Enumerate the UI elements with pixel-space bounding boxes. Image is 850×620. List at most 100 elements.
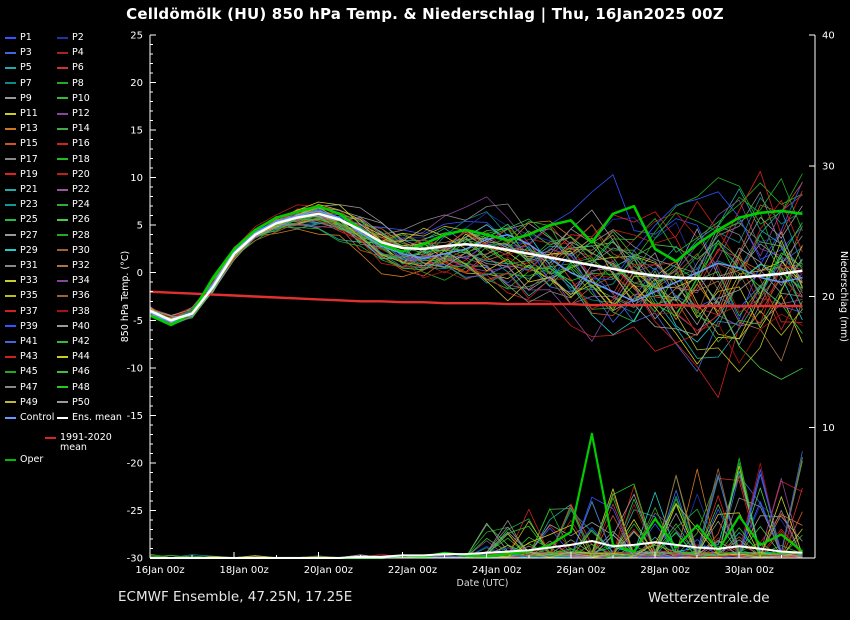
- legend-item-p8: P8: [57, 78, 84, 89]
- legend-item-p35: P35: [5, 291, 38, 301]
- legend-item-p21: P21: [5, 185, 38, 195]
- legend-item-p4-label: P4: [72, 47, 84, 59]
- legend-item-p9: P9: [5, 93, 32, 104]
- svg-text:-15: -15: [127, 411, 143, 422]
- svg-text:Date (UTC): Date (UTC): [457, 578, 509, 589]
- legend-item-p33-label: P33: [20, 275, 38, 287]
- legend-item-p41-dash: [5, 340, 16, 343]
- legend-item-p1: P1: [5, 33, 32, 43]
- svg-text:-10: -10: [127, 363, 143, 374]
- legend-item-p48-dash: [57, 386, 68, 389]
- legend-item-p45: P45: [5, 367, 38, 377]
- legend-item-p15-dash: [5, 142, 16, 145]
- climate-mean-line: [150, 290, 803, 308]
- legend-item-p22-label: P22: [72, 184, 90, 195]
- legend-item-p38-dash: [57, 310, 68, 313]
- axes: 25 20 15 10 5 0 -5 -10 -15 -20 -25 -30 40 30 20 10 16Jan…: [120, 31, 849, 590]
- legend-item-p10: P10: [57, 93, 90, 104]
- legend-item-p20-label: P20: [72, 168, 90, 180]
- legend-item-p17-label: P17: [20, 153, 38, 165]
- legend-item-p46-label: P46: [72, 366, 90, 378]
- legend-item-p40-dash: [57, 325, 68, 328]
- legend-item-p14-label: P14: [72, 123, 90, 135]
- legend-item-p19: P19: [5, 169, 38, 180]
- legend-item-p5-dash: [5, 66, 16, 69]
- legend-item-p30-dash: [57, 249, 68, 252]
- footer-brand: Wetterzentrale.de: [648, 590, 770, 606]
- series-layer: [150, 171, 804, 559]
- legend-item-p36-dash: [57, 294, 68, 297]
- legend-item-p17-dash: [5, 158, 16, 161]
- legend-item-p20-dash: [57, 173, 68, 176]
- legend-item-p49-dash: [5, 401, 16, 404]
- legend-item-p1-dash: [5, 36, 16, 39]
- legend-item-p18-label: P18: [72, 153, 90, 165]
- svg-text:20: 20: [822, 292, 835, 303]
- legend-item-p11: P11: [5, 109, 38, 119]
- legend-item-p15-label: P15: [20, 138, 38, 150]
- legend-item-p18-dash: [57, 158, 68, 161]
- legend-item-p11-dash: [5, 112, 16, 115]
- legend-item-p14-dash: [57, 127, 68, 130]
- legend-item-p13: P13: [5, 124, 38, 134]
- member-p42: [150, 207, 803, 558]
- legend-item-p10-dash: [57, 97, 68, 100]
- legend-item-p25-label: P25: [20, 214, 38, 226]
- legend-item-p37: P37: [5, 306, 38, 317]
- legend-item-p40: P40: [57, 321, 90, 332]
- svg-text:20: 20: [130, 78, 143, 89]
- legend-item-p42-dash: [57, 340, 68, 343]
- svg-text:-5: -5: [133, 316, 143, 327]
- svg-text:24Jan 00z: 24Jan 00z: [472, 565, 521, 576]
- legend-item-p18: P18: [57, 153, 90, 165]
- legend-item-p16-label: P16: [72, 138, 90, 150]
- legend-item-p30: P30: [57, 245, 90, 256]
- legend-item-p48: P48: [57, 382, 90, 393]
- legend-item-climate-label: 1991-2020 mean: [60, 432, 112, 453]
- svg-text:30: 30: [822, 161, 835, 172]
- svg-text:28Jan 00z: 28Jan 00z: [640, 565, 689, 576]
- member-p14: [150, 211, 803, 558]
- svg-text:0: 0: [137, 268, 143, 279]
- svg-text:20Jan 00z: 20Jan 00z: [304, 565, 353, 576]
- legend-item-oper-label: Oper: [20, 454, 44, 465]
- ens-mean-temp-line: [150, 212, 803, 322]
- legend-item-p43-label: P43: [20, 351, 38, 363]
- legend-item-p47-dash: [5, 386, 16, 389]
- legend-item-control-label: Control: [20, 412, 55, 423]
- legend-item-p24: P24: [57, 200, 90, 210]
- legend-item-p20: P20: [57, 168, 90, 180]
- legend-item-p13-label: P13: [20, 123, 38, 135]
- legend: P1 P2 P3 P4 P5 P6 P7 P8 P9 P10 P11 P12 P13 P14 P15 P16 P…: [0, 0, 150, 480]
- legend-item-p23-label: P23: [20, 199, 38, 211]
- member-p27: [150, 204, 803, 558]
- member-p32: [150, 207, 803, 559]
- legend-item-p23-dash: [5, 203, 16, 206]
- chart-title: Celldömölk (HU) 850 hPa Temp. & Niedersc…: [126, 5, 724, 23]
- legend-item-p33: P33: [5, 276, 38, 286]
- legend-item-p44-dash: [57, 355, 68, 358]
- legend-item-ens-mean-label: Ens. mean: [72, 412, 122, 423]
- oper-temp-line: [150, 204, 803, 327]
- legend-item-p6-label: P6: [72, 62, 84, 74]
- legend-item-p44-label: P44: [72, 351, 90, 363]
- legend-item-p35-label: P35: [20, 290, 38, 302]
- legend-item-p26-dash: [57, 218, 68, 221]
- svg-text:26Jan 00z: 26Jan 00z: [556, 565, 605, 576]
- member-p22: [150, 208, 803, 559]
- svg-text:10: 10: [822, 423, 835, 434]
- legend-item-p11-label: P11: [20, 108, 38, 119]
- legend-item-p15: P15: [5, 139, 38, 149]
- legend-item-p37-dash: [5, 310, 16, 313]
- legend-item-p31-label: P31: [20, 260, 38, 271]
- legend-item-p42: P42: [57, 337, 90, 347]
- legend-item-p6: P6: [57, 63, 84, 73]
- svg-text:-25: -25: [127, 506, 143, 517]
- legend-item-p19-dash: [5, 173, 16, 176]
- legend-item-p7-label: P7: [20, 77, 32, 89]
- svg-text:30Jan 00z: 30Jan 00z: [725, 565, 774, 576]
- legend-item-p27-dash: [5, 234, 16, 237]
- legend-item-ens-mean-dash: [57, 416, 68, 419]
- legend-item-p43: P43: [5, 352, 38, 362]
- legend-item-p4: P4: [57, 48, 84, 58]
